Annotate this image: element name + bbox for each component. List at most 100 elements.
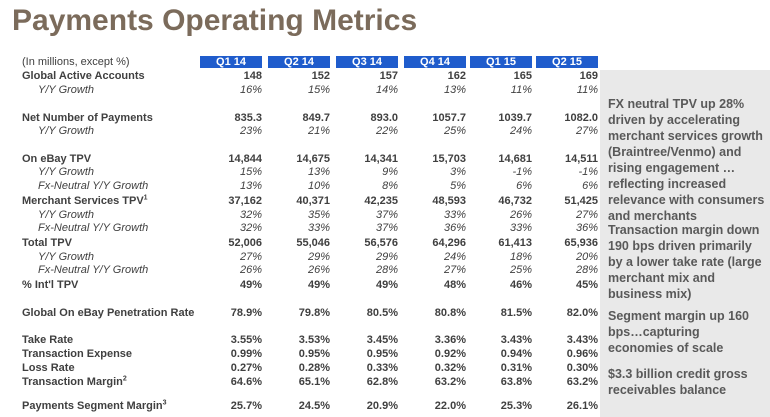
row-label: Transaction Margin2 bbox=[22, 375, 127, 388]
cell-value: 80.5% bbox=[366, 307, 398, 319]
cell-value: 46% bbox=[509, 279, 532, 291]
cell-value: 0.96% bbox=[566, 348, 598, 360]
cell-value: 13% bbox=[239, 180, 262, 192]
cell-value: 29% bbox=[375, 251, 398, 263]
cell-value: 36% bbox=[443, 222, 466, 234]
cell-value: 3.43% bbox=[500, 334, 532, 346]
cell-value: 14,511 bbox=[564, 153, 598, 165]
cell-value: 11% bbox=[576, 84, 598, 96]
cell-value: 0.92% bbox=[434, 348, 466, 360]
cell-value: 14,681 bbox=[498, 153, 532, 165]
row-label-text: Fx-Neutral Y/Y Growth bbox=[38, 180, 149, 192]
cell-value: 3% bbox=[450, 166, 466, 178]
cell-value: 23% bbox=[239, 125, 262, 137]
cell-value: 33% bbox=[443, 209, 466, 221]
cell-value: 56,576 bbox=[364, 237, 398, 249]
cell-value: 63.8% bbox=[500, 376, 532, 388]
cell-value: 64.6% bbox=[230, 376, 262, 388]
cell-value: 0.95% bbox=[298, 348, 330, 360]
cell-value: 33% bbox=[509, 222, 532, 234]
cell-value: 40,371 bbox=[296, 195, 330, 207]
cell-value: 26.1% bbox=[566, 400, 598, 412]
cell-value: 21% bbox=[307, 125, 330, 137]
cell-value: 893.0 bbox=[370, 112, 398, 124]
row-label: On eBay TPV bbox=[22, 153, 91, 165]
cell-value: 22% bbox=[375, 125, 398, 137]
row-label: Y/Y Growth bbox=[38, 209, 94, 221]
cell-value: 51,425 bbox=[564, 195, 598, 207]
cell-value: 157 bbox=[379, 70, 398, 82]
cell-value: 45% bbox=[575, 279, 598, 291]
cell-value: 1057.7 bbox=[432, 112, 466, 124]
row-label: Merchant Services TPV1 bbox=[22, 194, 148, 207]
sidebar: FX neutral TPV up 28% driven by accelera… bbox=[600, 70, 770, 417]
row-label-text: Transaction Margin bbox=[22, 376, 123, 388]
cell-value: 37,162 bbox=[228, 195, 262, 207]
column-header: Q2 15 bbox=[536, 56, 598, 68]
cell-value: 20% bbox=[575, 251, 598, 263]
cell-value: 0.31% bbox=[500, 362, 532, 374]
cell-value: 37% bbox=[375, 209, 398, 221]
row-label: Fx-Neutral Y/Y Growth bbox=[38, 222, 148, 234]
footnote-mark: 3 bbox=[162, 399, 167, 407]
cell-value: 9% bbox=[382, 166, 398, 178]
row-label: Fx-Neutral Y/Y Growth bbox=[38, 264, 148, 276]
cell-value: 5% bbox=[450, 180, 466, 192]
column-header: Q3 14 bbox=[336, 56, 398, 68]
footnote-mark: 2 bbox=[122, 375, 127, 383]
row-label-text: Loss Rate bbox=[22, 362, 75, 374]
cell-value: 0.28% bbox=[298, 362, 330, 374]
sidebar-paragraph: $3.3 billion credit gross receivables ba… bbox=[608, 367, 748, 397]
cell-value: 42,235 bbox=[364, 195, 398, 207]
column-header: Q4 14 bbox=[404, 56, 466, 68]
row-label: Take Rate bbox=[22, 334, 73, 346]
row-label-text: Global Active Accounts bbox=[22, 70, 145, 82]
title: Payments Operating Metrics bbox=[12, 4, 418, 37]
cell-value: 20.9% bbox=[366, 400, 398, 412]
row-label-text: Y/Y Growth bbox=[38, 209, 95, 221]
cell-value: 165 bbox=[513, 70, 532, 82]
cell-value: 79.8% bbox=[298, 307, 330, 319]
row-label: Global Active Accounts bbox=[22, 70, 145, 82]
row-label-text: Fx-Neutral Y/Y Growth bbox=[38, 222, 149, 234]
cell-value: 36% bbox=[575, 222, 598, 234]
cell-value: 46,732 bbox=[498, 195, 532, 207]
cell-value: 62.8% bbox=[366, 376, 398, 388]
cell-value: 148 bbox=[243, 70, 262, 82]
row-label: Transaction Expense bbox=[22, 348, 132, 360]
cell-value: 835.3 bbox=[234, 112, 262, 124]
row-label-text: Y/Y Growth bbox=[38, 166, 95, 178]
cell-value: 0.33% bbox=[366, 362, 398, 374]
cell-value: 10% bbox=[307, 180, 330, 192]
cell-value: 49% bbox=[239, 279, 262, 291]
cell-value: 28% bbox=[375, 264, 398, 276]
cell-value: 27% bbox=[575, 209, 598, 221]
cell-value: 63.2% bbox=[566, 376, 598, 388]
row-label: Y/Y Growth bbox=[38, 251, 94, 263]
cell-value: 0.30% bbox=[566, 362, 598, 374]
cell-value: 35% bbox=[307, 209, 330, 221]
cell-value: 3.53% bbox=[298, 334, 330, 346]
row-label: Y/Y Growth bbox=[38, 84, 94, 96]
row-label-text: On eBay TPV bbox=[22, 153, 92, 165]
cell-value: 48,593 bbox=[432, 195, 466, 207]
cell-value: 0.27% bbox=[230, 362, 262, 374]
cell-value: 49% bbox=[375, 279, 398, 291]
cell-value: 1039.7 bbox=[498, 112, 532, 124]
footnote-mark: 1 bbox=[143, 194, 148, 202]
cell-value: 14,341 bbox=[364, 153, 398, 165]
cell-value: 0.95% bbox=[366, 348, 398, 360]
row-label: Loss Rate bbox=[22, 362, 75, 374]
cell-value: 27% bbox=[239, 251, 262, 263]
cell-value: 27% bbox=[575, 125, 598, 137]
row-label-text: Take Rate bbox=[22, 334, 74, 346]
row-label-text: % Int'l TPV bbox=[22, 279, 79, 291]
cell-value: 3.55% bbox=[230, 334, 262, 346]
row-label-text: Fx-Neutral Y/Y Growth bbox=[38, 264, 149, 276]
cell-value: 18% bbox=[509, 251, 532, 263]
row-label: Payments Segment Margin3 bbox=[22, 399, 167, 412]
row-label-text: Y/Y Growth bbox=[38, 84, 95, 96]
cell-value: 3.45% bbox=[366, 334, 398, 346]
cell-value: 33% bbox=[307, 222, 330, 234]
